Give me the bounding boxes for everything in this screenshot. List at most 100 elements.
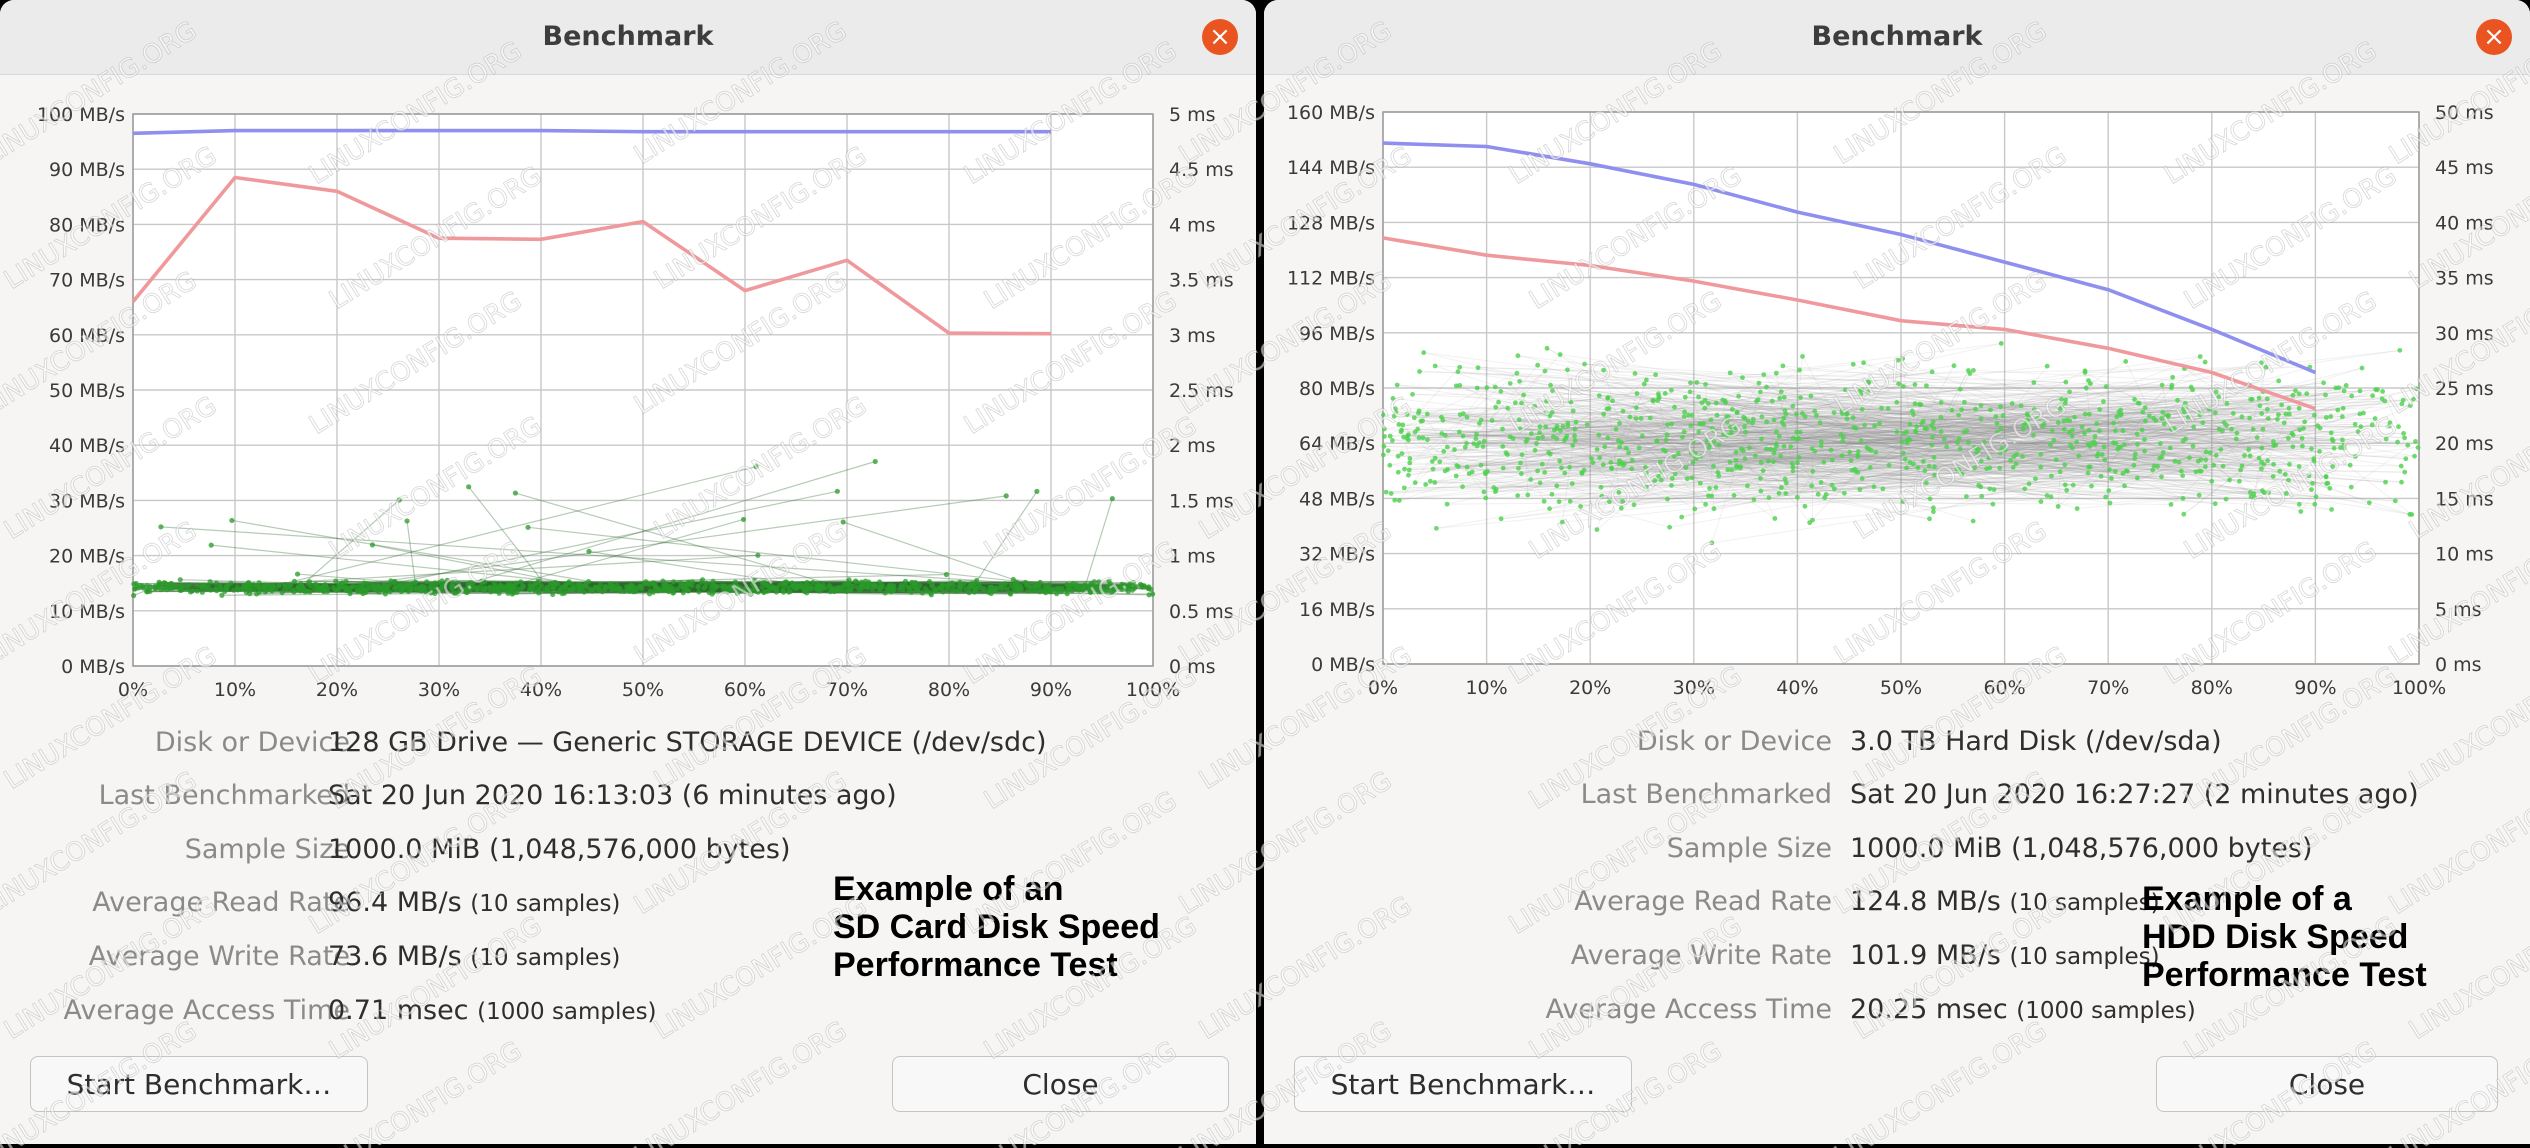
access-time-point <box>2038 452 2044 457</box>
access-time-point <box>2040 423 2046 429</box>
access-time-point <box>1894 429 1900 435</box>
access-time-link <box>1556 418 1754 430</box>
start-benchmark-button[interactable]: Start Benchmark… <box>1294 1056 1632 1112</box>
access-time-point <box>1776 490 1782 496</box>
access-time-point <box>1391 413 1397 419</box>
access-time-point <box>1757 476 1763 481</box>
access-time-point <box>2264 396 2270 402</box>
access-time-link <box>1558 403 1920 503</box>
access-time-point <box>1688 423 1694 429</box>
access-time-point <box>1596 393 1602 398</box>
access-time-point <box>1850 361 1856 367</box>
access-time-point <box>2399 479 2404 485</box>
access-time-point <box>864 584 870 590</box>
access-time-link <box>1735 451 1798 464</box>
access-time-link <box>1654 390 1860 481</box>
access-time-link <box>1456 385 1659 395</box>
access-time-link <box>1705 400 2385 505</box>
close-icon[interactable]: × <box>1202 19 1238 55</box>
access-time-point <box>2396 424 2401 430</box>
access-time-point <box>2146 413 2152 419</box>
access-time-point <box>1692 506 1698 512</box>
access-time-point <box>2415 445 2421 450</box>
access-time-link <box>1704 342 2002 409</box>
access-time-link <box>1776 427 2304 447</box>
access-time-point <box>2414 386 2420 392</box>
y-right-tick-label: 4 ms <box>1169 214 1216 236</box>
access-time-point <box>1778 389 1784 395</box>
access-time-link <box>1409 372 1518 464</box>
info-row-device: Disk or Device 128 GB Drive — Generic ST… <box>0 727 1256 767</box>
access-time-point <box>1865 389 1871 395</box>
access-time-point <box>156 579 162 585</box>
access-time-point <box>1706 445 1712 451</box>
access-time-link <box>1636 407 1784 426</box>
access-time-link <box>1389 358 1903 466</box>
y-right-tick-label: 20 ms <box>2435 433 2494 455</box>
info-row-last-benchmarked: Last Benchmarked Sat 20 Jun 2020 16:27:2… <box>1264 779 2530 819</box>
access-time-point <box>2276 412 2281 418</box>
access-time-point <box>1724 419 1730 425</box>
access-time-point <box>656 586 662 593</box>
access-time-link <box>1553 436 1904 454</box>
access-time-point <box>2089 483 2094 489</box>
access-time-link <box>1384 372 1518 437</box>
access-time-link <box>1521 402 1696 510</box>
access-time-point <box>1689 475 1695 481</box>
access-time-link <box>1781 422 1880 488</box>
access-time-point <box>802 588 808 594</box>
access-time-link <box>1646 486 1990 490</box>
access-time-point <box>2098 473 2104 479</box>
access-time-point <box>1617 421 1622 426</box>
access-time-point <box>1096 579 1102 585</box>
close-button[interactable]: Close <box>892 1056 1229 1112</box>
access-time-link <box>1735 451 1906 460</box>
access-time-link <box>2125 361 2155 419</box>
access-time-point <box>131 592 137 599</box>
access-time-link <box>1698 396 2067 491</box>
x-tick-label: 90% <box>2294 677 2336 699</box>
access-time-link <box>1502 428 2343 441</box>
access-time-point <box>2169 385 2174 391</box>
access-time-link <box>1855 449 1979 472</box>
close-button[interactable]: Close <box>2156 1056 2498 1112</box>
access-time-point <box>1636 445 1642 451</box>
access-time-point <box>246 588 252 594</box>
access-time-link <box>1961 409 2274 447</box>
access-time-point <box>235 587 241 593</box>
access-time-point <box>1995 429 2000 435</box>
access-time-point <box>1818 439 1824 445</box>
access-time-point <box>1535 468 1540 474</box>
access-time-point <box>571 586 577 593</box>
access-time-link <box>1447 401 1572 448</box>
access-time-point <box>1961 399 1967 405</box>
access-time-point <box>2203 457 2209 463</box>
access-time-point <box>1907 459 1913 465</box>
access-time-point <box>1986 455 1992 461</box>
access-time-link <box>2161 398 2251 419</box>
access-time-point <box>1558 428 1563 433</box>
window-title: Benchmark <box>542 21 714 52</box>
access-time-link <box>1926 385 2001 454</box>
access-time-point <box>1432 363 1438 369</box>
access-time-point <box>2290 392 2296 398</box>
access-time-point <box>2279 402 2285 408</box>
access-time-point <box>1525 436 1530 442</box>
access-time-point <box>1564 433 1570 439</box>
access-time-point <box>1380 452 1386 458</box>
close-icon[interactable]: × <box>2476 19 2512 55</box>
access-time-link <box>1744 432 2404 460</box>
access-time-point <box>2392 498 2398 504</box>
access-time-point <box>1709 426 1715 431</box>
access-time-point <box>2033 476 2038 482</box>
access-time-link <box>1730 426 2254 430</box>
access-time-link <box>1419 371 2066 401</box>
y-right-tick-label: 4.5 ms <box>1169 159 1234 181</box>
access-time-point <box>1464 440 1469 446</box>
access-time-link <box>2053 439 2127 472</box>
access-time-link <box>1456 428 1576 466</box>
start-benchmark-button[interactable]: Start Benchmark… <box>30 1056 368 1112</box>
access-time-link <box>1427 439 2109 491</box>
access-time-link <box>1465 423 1910 448</box>
access-time-point <box>1766 495 1772 501</box>
